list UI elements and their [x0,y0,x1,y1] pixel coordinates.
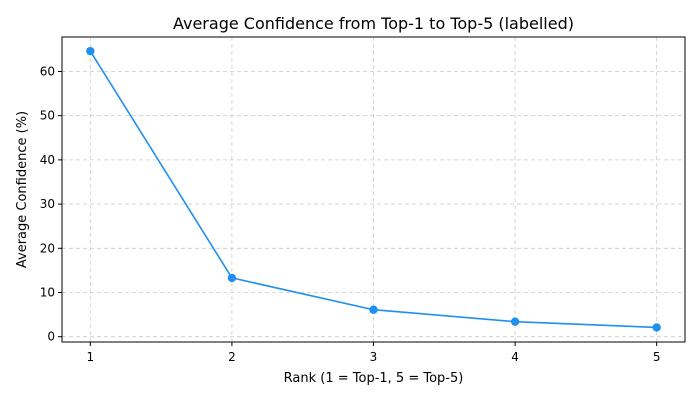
x-axis-label: Rank (1 = Top-1, 5 = Top-5) [284,371,464,386]
y-tick-label: 50 [40,109,55,123]
data-point [86,46,95,56]
x-tick-label: 2 [228,350,236,364]
y-axis-label: Average Confidence (%) [15,111,30,268]
x-tick-label: 5 [653,350,661,364]
x-tick-label: 4 [511,350,519,364]
y-tick-label: 60 [40,64,55,78]
x-axis-ticks: 1 2 3 4 5 [86,342,661,364]
x-tick-label: 3 [370,350,378,364]
y-tick-label: 30 [40,197,55,211]
y-tick-label: 10 [40,285,55,299]
series-layer [86,46,661,332]
y-tick-label: 20 [40,241,55,255]
data-point [510,317,520,326]
y-tick-label: 40 [40,153,55,167]
data-point [227,273,237,283]
data-point [369,305,378,314]
chart-title: Average Confidence from Top-1 to Top-5 (… [173,14,574,33]
grid-lines [62,37,685,342]
y-tick-label: 0 [47,330,55,344]
data-point [652,323,661,332]
y-axis-ticks: 0 10 20 30 40 50 60 [40,64,62,344]
x-tick-label: 1 [86,350,94,364]
